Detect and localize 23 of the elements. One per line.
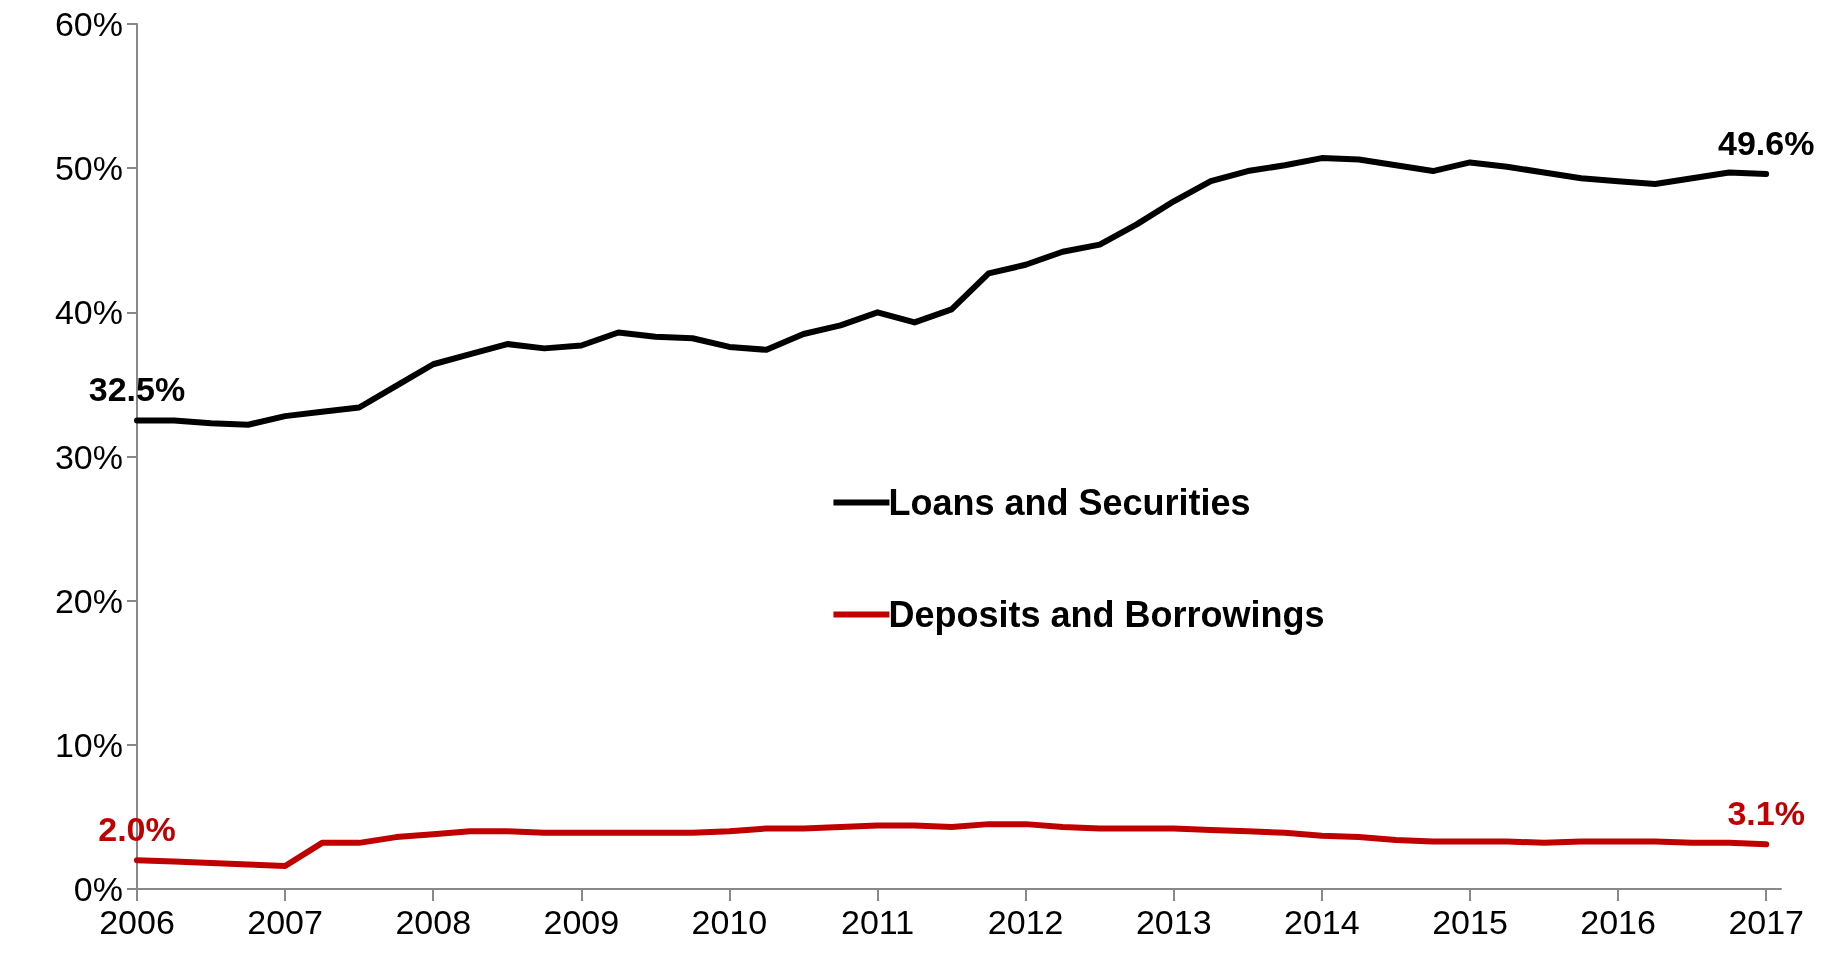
x-tick-label: 2010 (691, 903, 768, 941)
x-tick-label: 2012 (987, 903, 1064, 941)
x-tick-label: 2017 (1728, 903, 1805, 941)
x-tick-label: 2013 (1135, 903, 1212, 941)
x-tick-label: 2014 (1284, 903, 1360, 941)
legend-label: Loans and Securities (888, 482, 1251, 523)
legend-label: Deposits and Borrowings (888, 594, 1325, 635)
data-label: 49.6% (1717, 123, 1815, 162)
y-tick-label: 10% (54, 725, 123, 764)
x-tick-label: 2011 (840, 903, 915, 941)
y-tick-label: 20% (54, 581, 123, 620)
x-tick-label: 2009 (543, 903, 620, 941)
x-tick-label: 2015 (1432, 903, 1508, 941)
data-label: 3.1% (1727, 794, 1805, 833)
y-tick-label: 50% (54, 149, 123, 188)
data-label: 32.5% (88, 370, 186, 409)
x-tick-label: 2008 (395, 903, 472, 941)
x-tick-label: 2016 (1580, 903, 1656, 941)
y-tick-label: 30% (54, 437, 123, 476)
y-tick-label: 60% (54, 5, 123, 43)
x-tick-label: 2007 (247, 903, 323, 941)
data-label: 2.0% (98, 810, 176, 849)
y-tick-label: 40% (54, 293, 123, 332)
